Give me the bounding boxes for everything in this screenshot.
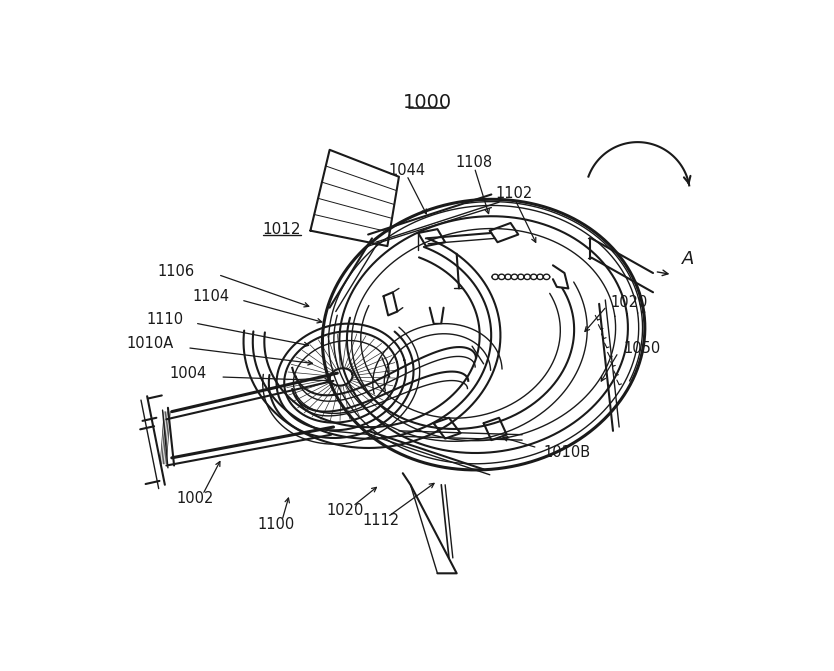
Text: 1010B: 1010B (544, 445, 590, 460)
Text: 1108: 1108 (456, 156, 493, 170)
Text: 1100: 1100 (257, 517, 294, 532)
Text: 1106: 1106 (158, 264, 195, 279)
Text: A: A (682, 250, 695, 268)
Text: 1110: 1110 (146, 312, 183, 327)
Text: 1004: 1004 (169, 366, 207, 380)
Text: 1012: 1012 (263, 221, 301, 237)
Text: 1102: 1102 (495, 187, 533, 201)
Text: 1020: 1020 (326, 503, 364, 518)
Text: 1010A: 1010A (126, 336, 173, 352)
Text: 1112: 1112 (363, 513, 399, 529)
Text: 1002: 1002 (176, 491, 214, 506)
Text: 1044: 1044 (388, 163, 425, 178)
Text: 1000: 1000 (403, 93, 452, 111)
Text: 1020: 1020 (610, 295, 648, 310)
Text: 1050: 1050 (624, 341, 661, 356)
Text: 1104: 1104 (193, 289, 229, 303)
